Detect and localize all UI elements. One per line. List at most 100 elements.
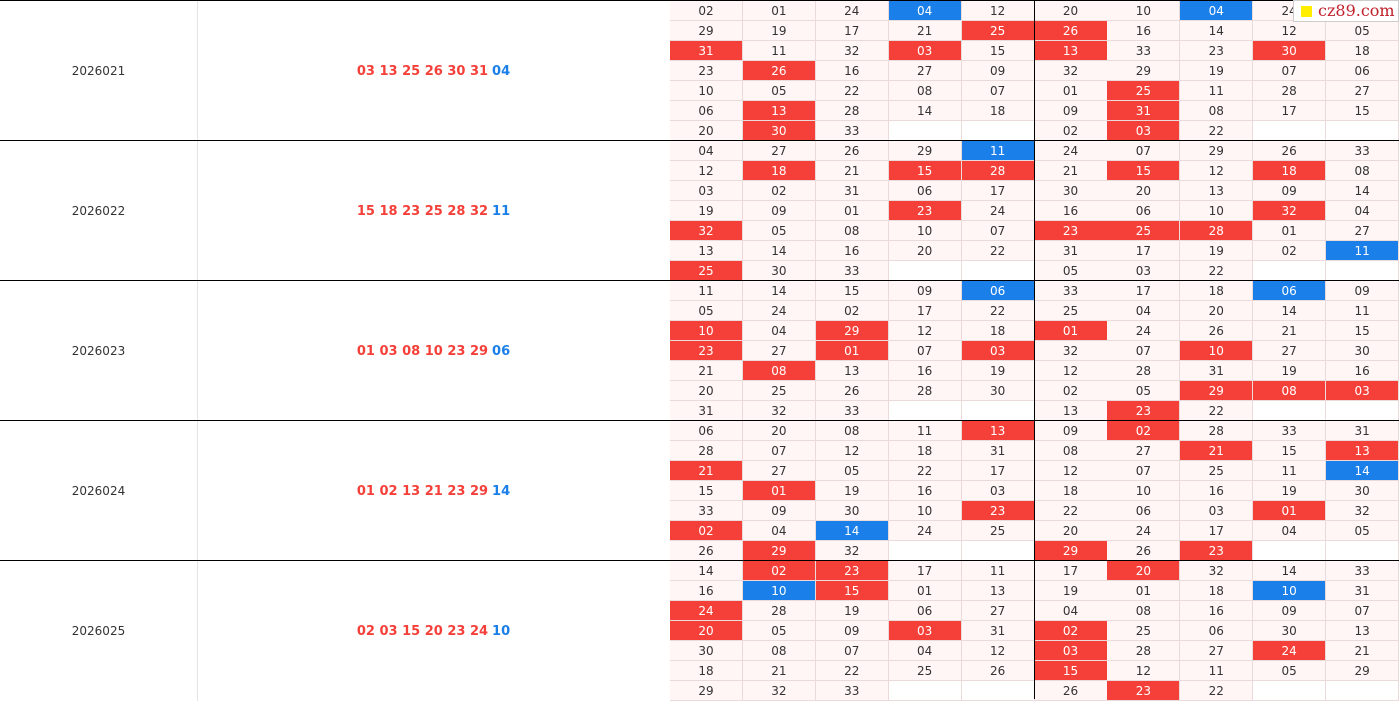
number-cell: 14	[1253, 561, 1327, 581]
number-cell: 05	[742, 81, 816, 101]
number-cell: 06	[961, 281, 1035, 301]
number-cell: 09	[1034, 421, 1108, 441]
number-cell: 01	[1034, 81, 1108, 101]
number-cell: 03	[670, 181, 743, 201]
blue-ball: 06	[492, 343, 511, 359]
empty-cell	[1253, 541, 1327, 561]
number-cell: 06	[1326, 61, 1399, 81]
number-cell: 25	[742, 381, 816, 401]
number-cell: 04	[888, 641, 962, 661]
number-cell: 09	[742, 201, 816, 221]
number-cell: 21	[815, 161, 889, 181]
number-cell: 18	[961, 321, 1035, 341]
number-cell: 28	[670, 441, 743, 461]
number-cell: 06	[888, 181, 962, 201]
number-cell: 13	[670, 241, 743, 261]
number-cell: 10	[1180, 341, 1254, 361]
period-separator	[0, 420, 1399, 421]
number-cell: 11	[1180, 661, 1254, 681]
number-cell: 13	[1326, 441, 1399, 461]
number-cell: 11	[742, 41, 816, 61]
number-cell: 02	[742, 181, 816, 201]
number-cell: 29	[1107, 61, 1181, 81]
blue-ball: 11	[492, 203, 511, 219]
number-cell: 26	[815, 141, 889, 161]
number-cell: 26	[670, 541, 743, 561]
number-cell: 12	[961, 1, 1035, 21]
number-cell: 12	[1034, 361, 1108, 381]
number-cell: 23	[670, 341, 743, 361]
period-number: 2026021	[0, 1, 198, 141]
period-separator	[0, 280, 1399, 281]
number-cell: 32	[1034, 61, 1108, 81]
empty-cell	[1326, 401, 1399, 421]
number-cell: 31	[1326, 421, 1399, 441]
empty-cell	[888, 401, 962, 421]
number-cell: 09	[1034, 101, 1108, 121]
number-cell: 31	[961, 621, 1035, 641]
number-cell: 20	[1034, 1, 1108, 21]
number-cell: 09	[961, 61, 1035, 81]
number-cell: 19	[670, 201, 743, 221]
number-cell: 23	[670, 61, 743, 81]
number-cell: 15	[815, 281, 889, 301]
number-cell: 03	[1180, 501, 1254, 521]
number-cell: 29	[1180, 381, 1254, 401]
number-cell: 23	[961, 501, 1035, 521]
period-number: 2026024	[0, 421, 198, 561]
number-cell: 05	[1253, 661, 1327, 681]
number-cell: 10	[888, 221, 962, 241]
number-cell: 19	[815, 601, 889, 621]
number-cell: 21	[1253, 321, 1327, 341]
blue-ball: 10	[492, 623, 511, 639]
number-cell: 18	[1180, 281, 1254, 301]
number-cell: 26	[961, 661, 1035, 681]
number-cell: 17	[1253, 101, 1327, 121]
number-cell: 07	[961, 221, 1035, 241]
number-cell: 04	[1034, 601, 1108, 621]
number-cell: 24	[888, 521, 962, 541]
number-cell: 26	[815, 381, 889, 401]
empty-cell	[888, 541, 962, 561]
number-cell: 31	[670, 401, 743, 421]
number-cell: 14	[1326, 181, 1399, 201]
number-cell: 03	[1034, 641, 1108, 661]
number-cell: 08	[1326, 161, 1399, 181]
number-cell: 13	[961, 581, 1035, 601]
number-cell: 02	[1034, 121, 1108, 141]
number-cell: 28	[815, 101, 889, 121]
number-cell: 21	[888, 21, 962, 41]
number-cell: 17	[961, 461, 1035, 481]
number-cell: 20	[888, 241, 962, 261]
number-cell: 15	[1326, 321, 1399, 341]
draw-result: 02 03 15 20 23 24 10	[197, 561, 671, 701]
number-cell: 20	[1107, 181, 1181, 201]
number-cell: 15	[1034, 661, 1108, 681]
empty-cell	[1253, 681, 1327, 701]
number-cell: 08	[888, 81, 962, 101]
number-cell: 12	[1253, 21, 1327, 41]
empty-cell	[888, 681, 962, 701]
number-cell: 07	[1253, 61, 1327, 81]
number-cell: 06	[670, 421, 743, 441]
empty-cell	[961, 681, 1035, 701]
number-cell: 31	[1107, 101, 1181, 121]
red-balls: 15 18 23 25 28 32	[356, 203, 489, 219]
number-cell: 05	[815, 461, 889, 481]
number-cell: 16	[815, 241, 889, 261]
number-cell: 06	[1107, 201, 1181, 221]
number-cell: 12	[961, 641, 1035, 661]
number-cell: 02	[742, 561, 816, 581]
number-cell: 22	[1180, 401, 1254, 421]
empty-cell	[1253, 401, 1327, 421]
number-cell: 33	[815, 401, 889, 421]
number-cell: 22	[961, 241, 1035, 261]
empty-cell	[1326, 681, 1399, 701]
number-cell: 32	[815, 541, 889, 561]
number-cell: 07	[742, 441, 816, 461]
number-cell: 02	[670, 1, 743, 21]
number-cell: 25	[1107, 81, 1181, 101]
number-cell: 11	[961, 141, 1035, 161]
number-cell: 12	[1180, 161, 1254, 181]
number-cell: 08	[742, 361, 816, 381]
